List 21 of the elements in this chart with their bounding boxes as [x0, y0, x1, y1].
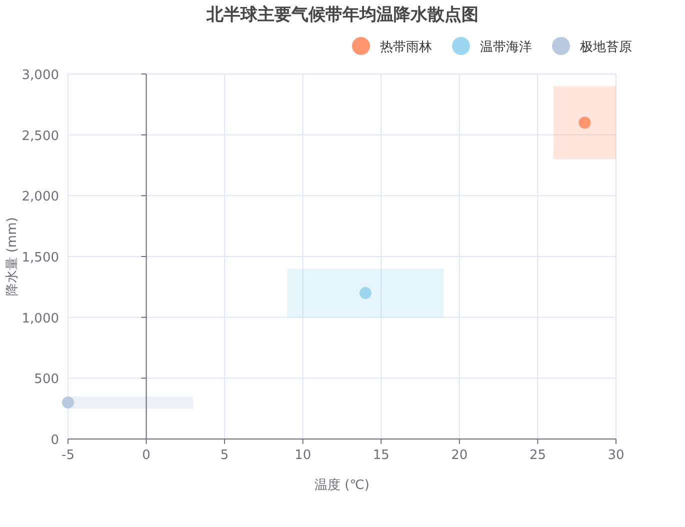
chart-title: 北半球主要气候带年均温降水散点图: [206, 5, 478, 25]
y-tick-label: 3,000: [22, 68, 59, 83]
y-tick-label: 1,500: [22, 250, 59, 266]
legend-label: 热带雨林: [380, 40, 432, 55]
x-axis-title: 温度 (℃): [314, 477, 370, 493]
y-tick-label: 2,000: [22, 190, 59, 205]
x-tick-label: 10: [294, 448, 312, 463]
x-tick-label: -5: [62, 448, 74, 463]
legend-label: 温带海洋: [480, 40, 532, 55]
y-tick-label: 1,000: [22, 311, 59, 326]
legend-label: 极地苔原: [579, 40, 632, 55]
x-tick-label: 25: [529, 448, 546, 463]
x-tick-label: 20: [451, 448, 468, 463]
y-axis-title: 降水量 (mm): [5, 217, 20, 296]
y-tick-label: 500: [34, 372, 59, 388]
x-tick-label: 30: [608, 448, 624, 463]
x-tick-label: 0: [142, 448, 150, 463]
x-tick-label: 15: [372, 448, 390, 463]
y-tick-label: 0: [50, 433, 59, 448]
y-tick-label: 2,500: [22, 128, 59, 144]
x-tick-label: 5: [220, 448, 229, 463]
